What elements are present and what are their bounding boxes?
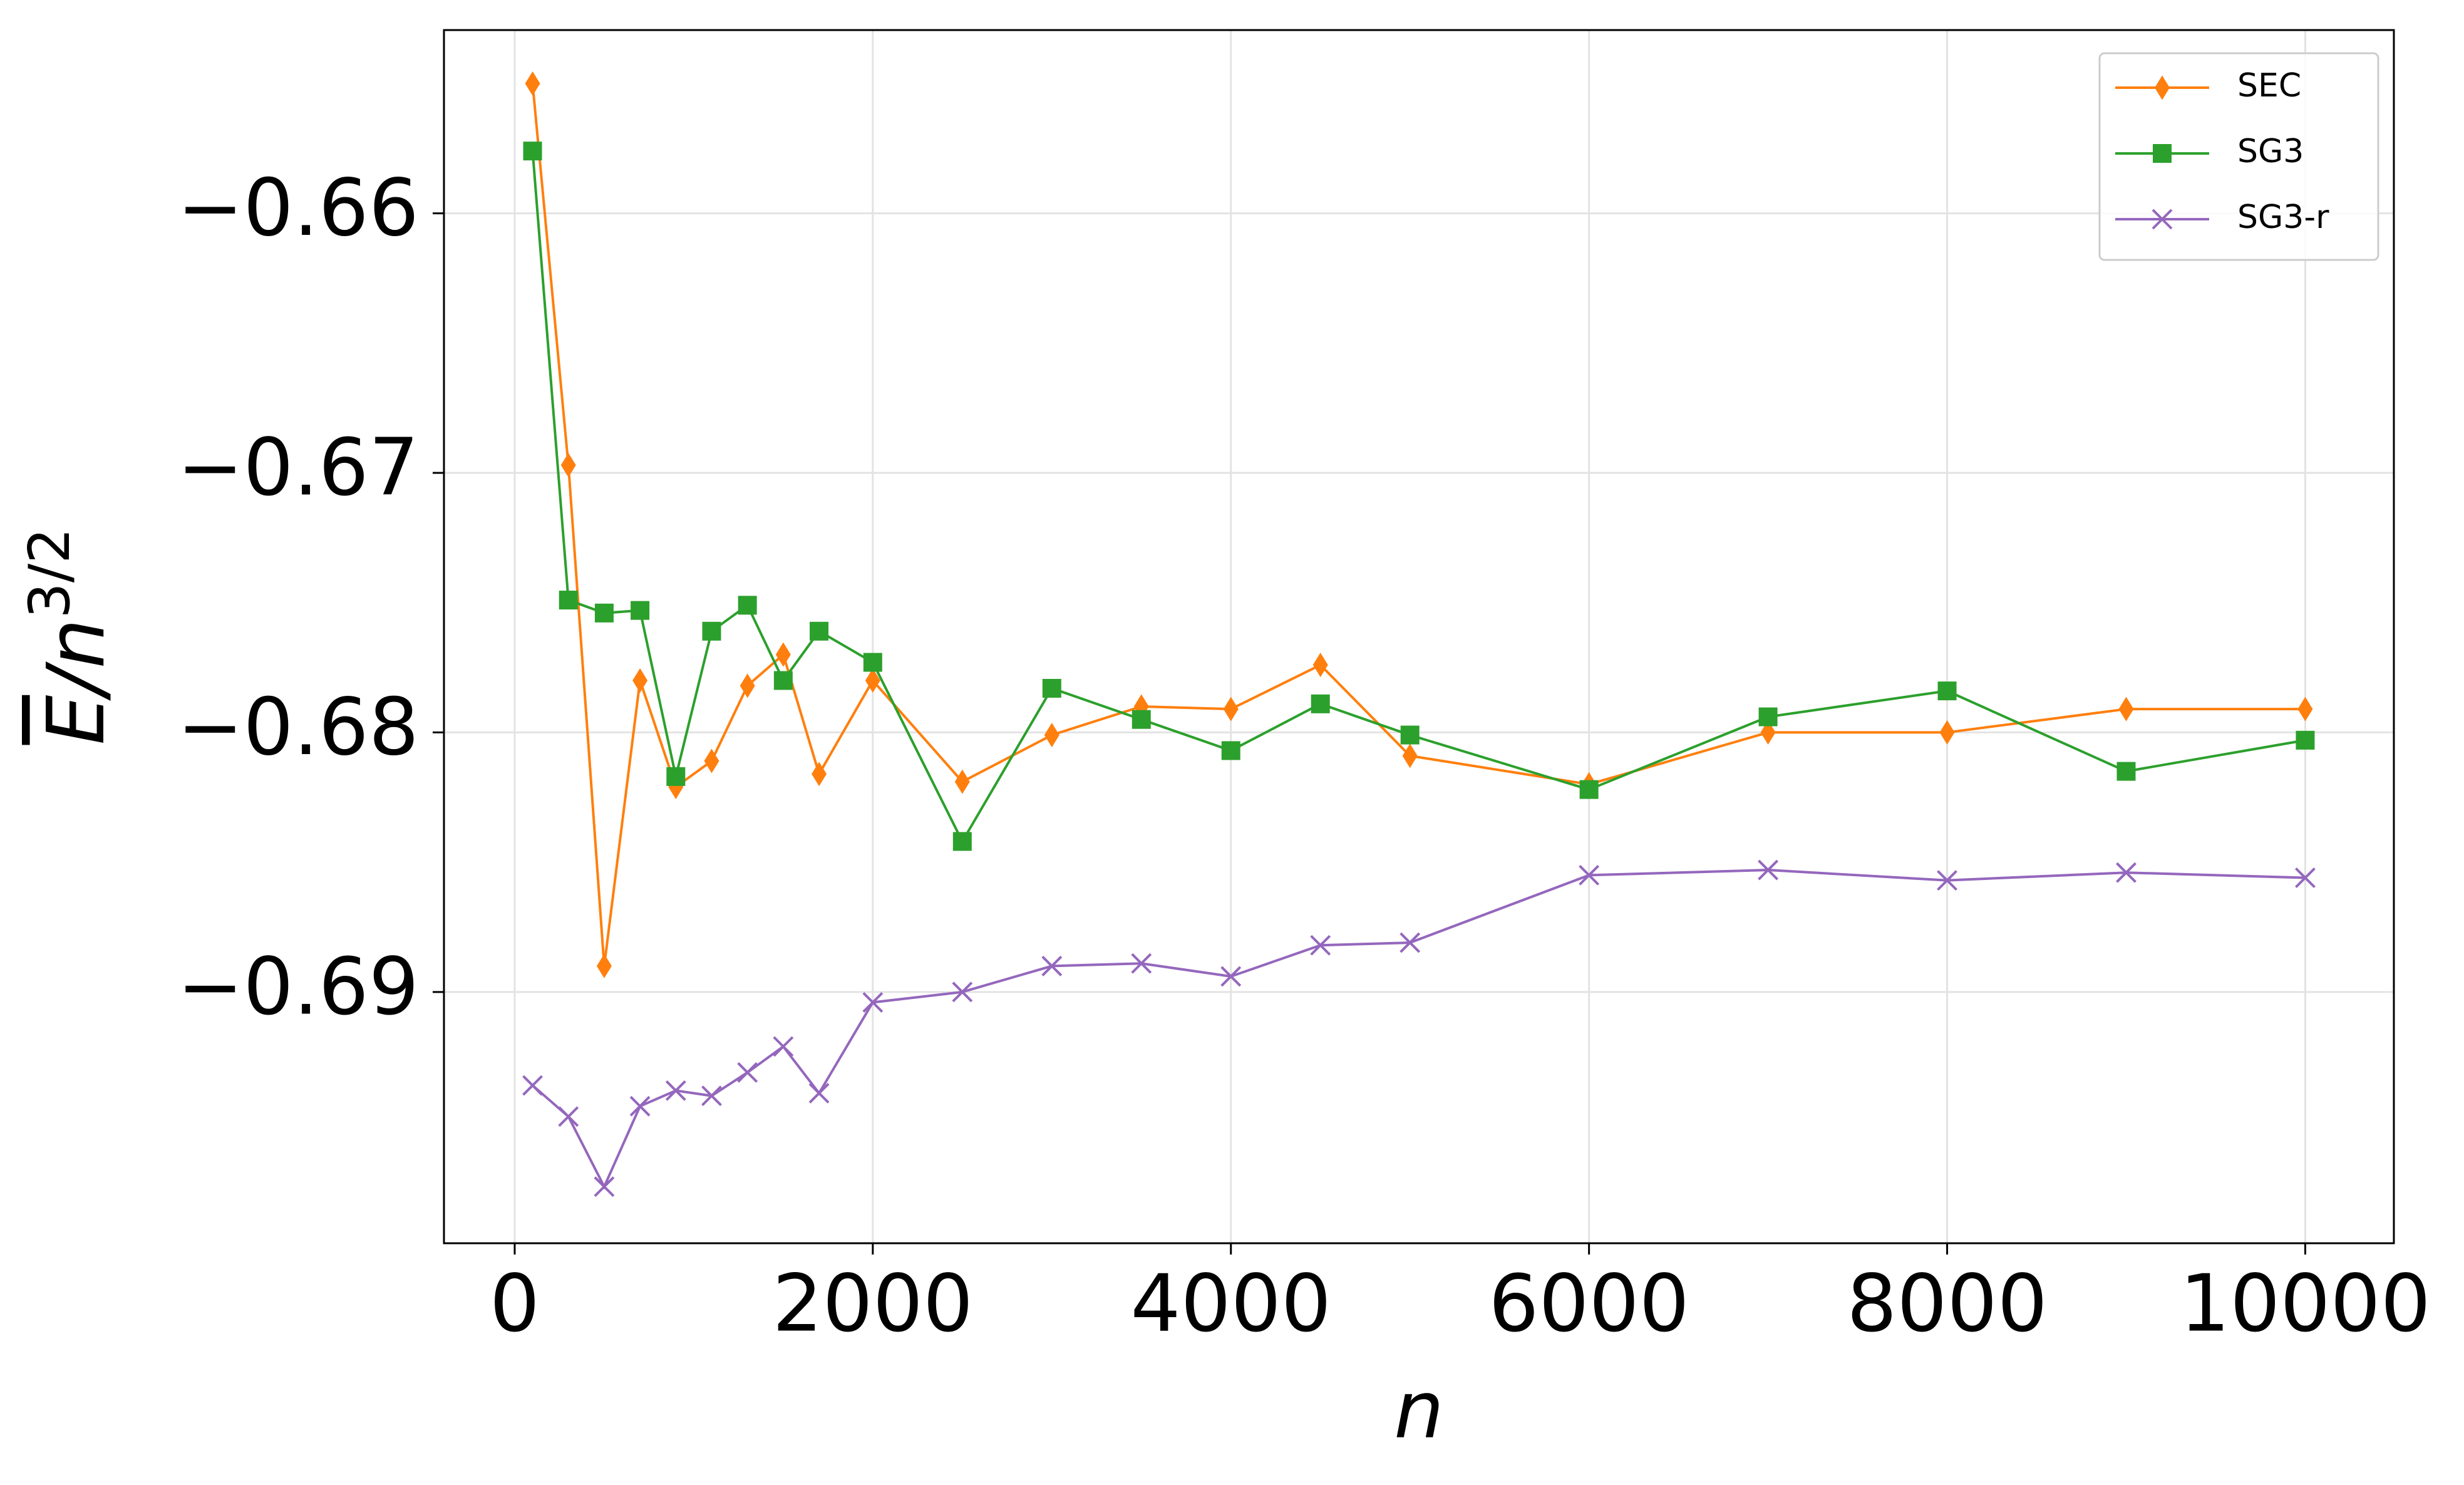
marker	[525, 71, 540, 96]
y-label-part: 3/2	[17, 528, 83, 619]
marker	[632, 668, 648, 693]
marker	[629, 1095, 651, 1117]
marker	[701, 1085, 722, 1107]
marker	[702, 621, 721, 641]
legend-box	[2098, 52, 2379, 261]
marker	[1131, 710, 1151, 729]
marker	[812, 762, 827, 787]
marker	[1041, 955, 1063, 976]
marker	[1311, 694, 1330, 713]
marker	[1579, 864, 1600, 886]
legend: SEC SG3 SG3-r	[2098, 52, 2379, 261]
marker	[2295, 867, 2316, 888]
marker	[1758, 707, 1778, 727]
y-tick-label: −0.67	[177, 422, 419, 514]
marker	[1042, 678, 1061, 698]
marker	[2118, 696, 2134, 722]
marker	[1044, 723, 1059, 748]
marker	[1402, 743, 1418, 768]
y-tick-label: −0.66	[177, 162, 419, 254]
marker	[1937, 681, 1957, 701]
marker	[863, 653, 882, 672]
x-tick-label: 6000	[1488, 1258, 1689, 1350]
marker	[2297, 696, 2313, 722]
marker	[704, 748, 719, 774]
marker	[1221, 741, 1240, 760]
marker	[1131, 953, 1152, 974]
legend-marker	[2155, 75, 2170, 100]
legend-label: SG3	[2237, 133, 2304, 170]
marker	[596, 953, 612, 978]
marker	[1310, 934, 1331, 956]
x-tick-label: 0	[490, 1258, 540, 1350]
marker	[865, 668, 880, 693]
x-tick-label: 4000	[1130, 1258, 1331, 1350]
x-tick-label: 10000	[2180, 1258, 2431, 1350]
marker	[1939, 720, 1955, 745]
marker	[2116, 762, 2136, 781]
marker	[560, 453, 576, 478]
marker	[1400, 932, 1421, 953]
marker	[775, 642, 791, 667]
marker	[1312, 653, 1328, 678]
marker	[1223, 696, 1239, 722]
marker	[2296, 730, 2315, 750]
marker	[1937, 870, 1957, 891]
marker	[1758, 859, 1779, 881]
marker	[808, 1083, 830, 1104]
marker	[1400, 725, 1420, 745]
legend-marker	[2152, 209, 2173, 230]
legend-marker	[2153, 144, 2172, 163]
marker	[740, 673, 755, 698]
x-tick-label: 2000	[773, 1258, 974, 1350]
marker	[594, 603, 614, 623]
marker	[594, 1176, 615, 1198]
y-tick-label: −0.69	[177, 940, 419, 1032]
marker	[665, 1080, 686, 1101]
marker	[773, 671, 793, 690]
x-axis-label: n	[1394, 1364, 1444, 1456]
marker	[862, 992, 884, 1013]
marker	[558, 1106, 579, 1127]
marker	[559, 591, 578, 610]
y-label-part: E	[30, 695, 122, 745]
marker	[523, 142, 542, 161]
marker	[810, 621, 829, 641]
y-label-part: /n	[30, 618, 122, 701]
marker	[954, 769, 970, 794]
series-line	[531, 83, 2306, 966]
marker	[738, 596, 757, 615]
marker	[2116, 862, 2137, 883]
marker	[522, 1075, 543, 1096]
legend-label: SEC	[2237, 67, 2301, 105]
marker	[1760, 720, 1776, 745]
plot-frame	[443, 29, 2395, 1244]
marker	[1220, 966, 1242, 987]
x-tick-label: 8000	[1847, 1258, 2048, 1350]
y-axis-label: E/n3/2	[17, 528, 122, 745]
series-line	[532, 869, 2306, 1190]
marker	[1579, 780, 1599, 799]
marker	[666, 767, 686, 786]
marker	[737, 1062, 758, 1083]
marker	[952, 981, 973, 1003]
marker	[631, 601, 650, 620]
marker	[773, 1036, 794, 1057]
marker	[952, 832, 972, 851]
y-tick-label: −0.68	[177, 681, 419, 773]
legend-label: SG3-r	[2237, 199, 2329, 236]
